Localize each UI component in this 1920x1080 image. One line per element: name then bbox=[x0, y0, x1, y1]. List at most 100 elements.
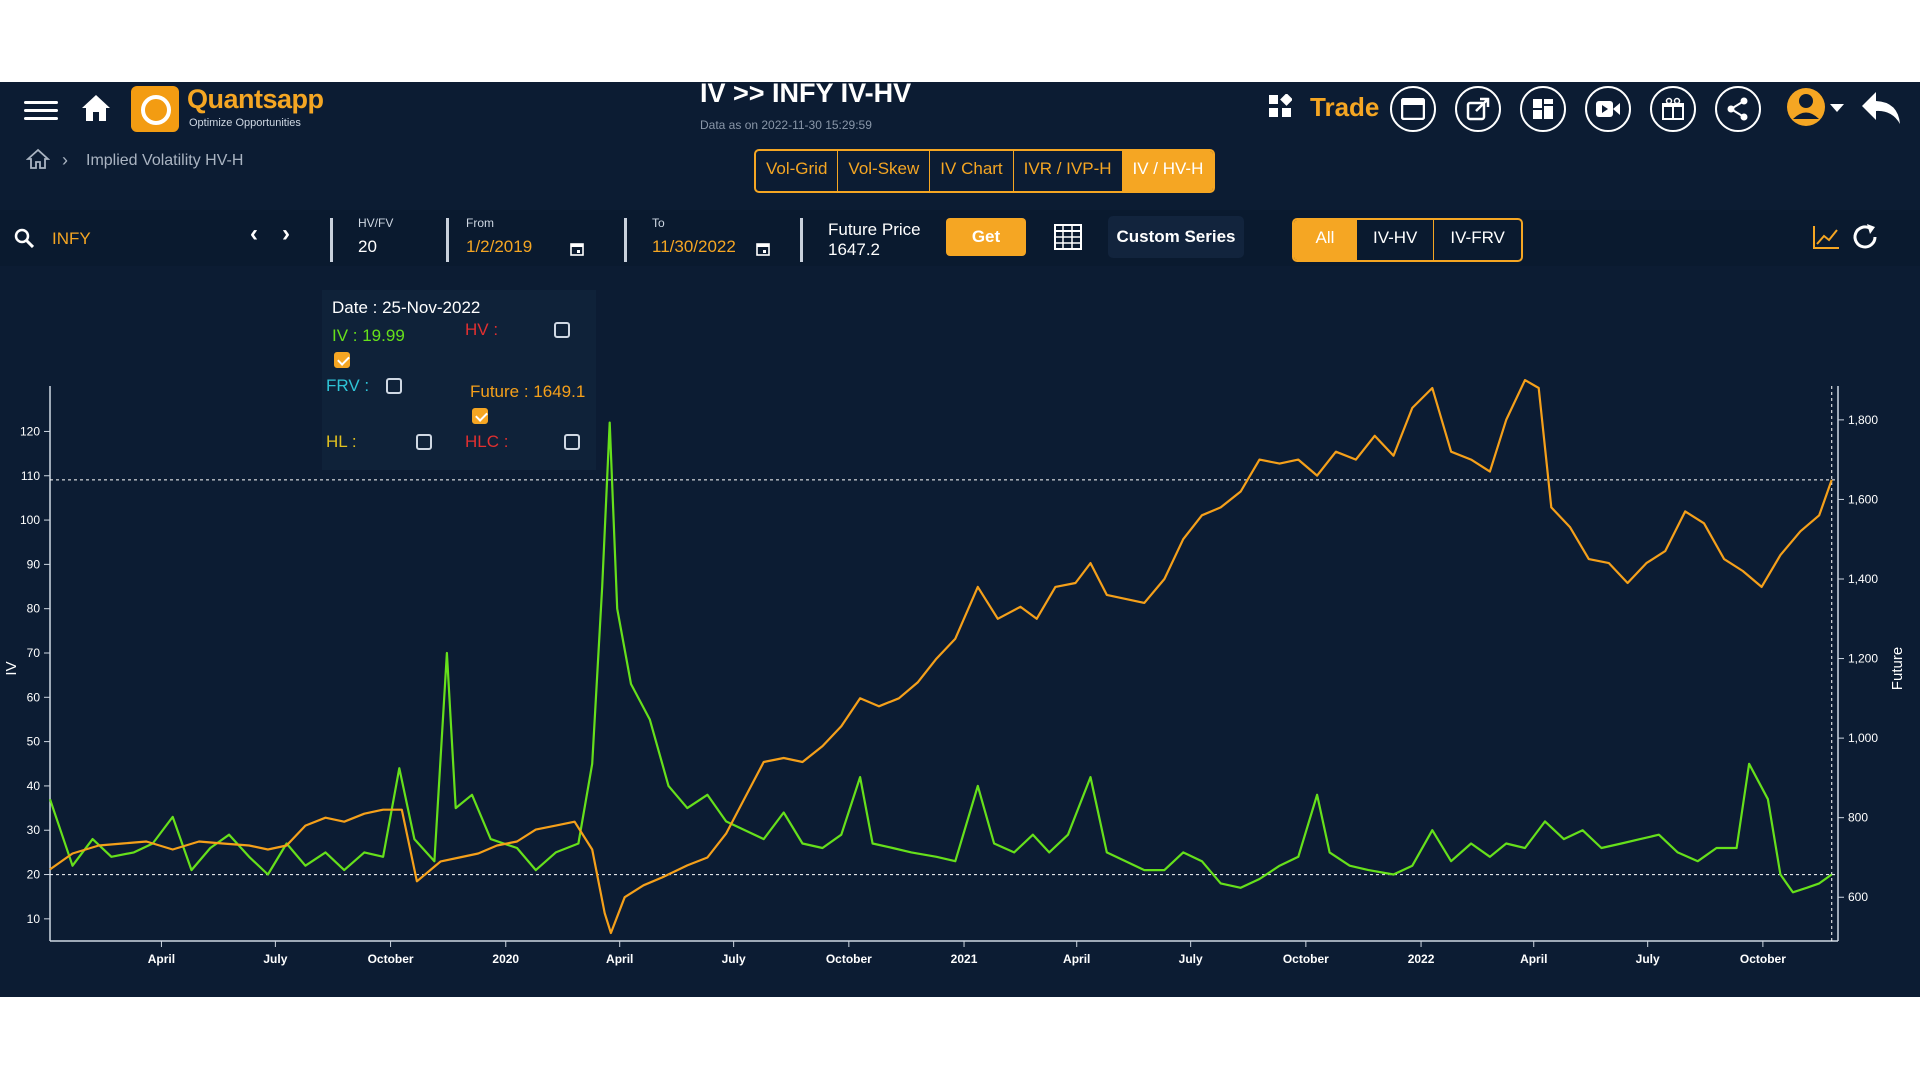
get-button[interactable]: Get bbox=[946, 218, 1026, 256]
future-price-label: Future Price bbox=[828, 220, 921, 239]
y-tick-label-left: 120 bbox=[20, 424, 40, 438]
y-tick-label-right: 1,400 bbox=[1848, 572, 1878, 586]
data-timestamp: Data as on 2022-11-30 15:29:59 bbox=[700, 118, 872, 132]
y-tick-label-right: 1,600 bbox=[1848, 492, 1878, 506]
back-arrow-icon[interactable] bbox=[1860, 88, 1902, 128]
tab-iv-hv-h[interactable]: IV / HV-H bbox=[1122, 151, 1214, 191]
hl-series-checkbox[interactable] bbox=[416, 434, 432, 450]
table-view-icon[interactable] bbox=[1054, 224, 1082, 250]
divider bbox=[800, 218, 803, 262]
to-date-input[interactable]: 11/30/2022 bbox=[652, 237, 736, 256]
filter-toolbar: ‹ › HV/FV 20 From 1/2/2019 To 11/30/2022… bbox=[0, 210, 1920, 266]
hlc-series-checkbox[interactable] bbox=[564, 434, 580, 450]
tab-vol-skew[interactable]: Vol-Skew bbox=[838, 151, 931, 191]
series-line-iv bbox=[48, 421, 1833, 894]
future-series-checkbox[interactable] bbox=[472, 408, 488, 424]
custom-series-button[interactable]: Custom Series bbox=[1108, 216, 1244, 258]
divider bbox=[330, 218, 333, 262]
gift-button[interactable] bbox=[1650, 86, 1696, 132]
tab-ivr-ivp-h[interactable]: IVR / IVP-H bbox=[1014, 151, 1123, 191]
video-button[interactable] bbox=[1585, 86, 1631, 132]
dashboard-layout-icon bbox=[1533, 99, 1553, 119]
user-menu-caret-icon[interactable] bbox=[1830, 104, 1844, 112]
filter-iv-frv[interactable]: IV-FRV bbox=[1450, 228, 1505, 247]
layout-button[interactable] bbox=[1520, 86, 1566, 132]
tooltip-iv-label: IV : 19.99 bbox=[332, 326, 405, 345]
external-link-icon bbox=[1466, 97, 1490, 121]
hvfv-label: HV/FV bbox=[358, 216, 394, 230]
window-button[interactable] bbox=[1390, 86, 1436, 132]
trend-chart-icon[interactable] bbox=[1812, 224, 1840, 250]
y-tick-label-right: 1,000 bbox=[1848, 731, 1878, 745]
share-icon bbox=[1727, 97, 1748, 121]
y-tick-label-right: 1,800 bbox=[1848, 413, 1878, 427]
breadcrumb-chevron-icon: › bbox=[62, 150, 68, 170]
y-tick-label-right: 600 bbox=[1848, 890, 1868, 904]
window-icon bbox=[1401, 98, 1425, 120]
chart-series bbox=[48, 378, 1833, 935]
x-tick-label: April bbox=[1520, 952, 1547, 966]
x-tick-label: July bbox=[1179, 952, 1203, 966]
search-icon bbox=[14, 228, 34, 248]
iv-series-checkbox[interactable] bbox=[334, 352, 350, 368]
breadcrumb-home-icon[interactable] bbox=[26, 148, 50, 170]
prev-symbol-chevron-icon[interactable]: ‹ bbox=[250, 220, 258, 247]
calendar-icon[interactable] bbox=[756, 242, 770, 256]
tooltip-date: Date : 25-Nov-2022 bbox=[332, 298, 481, 317]
x-tick-label: 2021 bbox=[951, 952, 978, 966]
tab-vol-grid[interactable]: Vol-Grid bbox=[756, 151, 839, 191]
y-tick-label-left: 20 bbox=[27, 868, 41, 882]
symbol-search-input[interactable] bbox=[50, 220, 234, 258]
hv-series-checkbox[interactable] bbox=[554, 322, 570, 338]
y-tick-label-left: 10 bbox=[27, 912, 41, 926]
series-line-future bbox=[49, 378, 1833, 935]
x-tick-label: 2020 bbox=[492, 952, 519, 966]
future-price-value: 1647.2 bbox=[828, 240, 880, 259]
x-tick-label: April bbox=[606, 952, 633, 966]
tooltip-future-label: Future : 1649.1 bbox=[470, 382, 586, 401]
frv-series-checkbox[interactable] bbox=[386, 378, 402, 394]
home-icon[interactable] bbox=[80, 92, 112, 124]
y-tick-label-left: 50 bbox=[27, 735, 41, 749]
tooltip-hl-label: HL : bbox=[326, 432, 357, 451]
filter-iv-hv[interactable]: IV-HV bbox=[1357, 220, 1435, 260]
hamburger-menu-icon[interactable] bbox=[24, 96, 58, 122]
popout-button[interactable] bbox=[1455, 86, 1501, 132]
apps-grid-icon[interactable] bbox=[1268, 94, 1292, 118]
x-tick-label: October bbox=[368, 952, 414, 966]
user-avatar-icon[interactable] bbox=[1786, 86, 1826, 128]
next-symbol-chevron-icon[interactable]: › bbox=[282, 220, 290, 247]
y-tick-label-left: 40 bbox=[27, 779, 41, 793]
divider bbox=[446, 218, 449, 262]
tab-iv-chart[interactable]: IV Chart bbox=[930, 151, 1014, 191]
trade-link[interactable]: Trade bbox=[1310, 92, 1380, 122]
refresh-icon[interactable] bbox=[1850, 222, 1880, 252]
quantsapp-logo-icon bbox=[131, 86, 179, 132]
x-tick-label: 2022 bbox=[1408, 952, 1435, 966]
hvfv-input[interactable]: 20 bbox=[358, 237, 377, 256]
y-tick-label-left: 90 bbox=[27, 557, 41, 571]
gift-icon bbox=[1662, 97, 1684, 120]
y-tick-label-left: 80 bbox=[27, 602, 41, 616]
brand-tagline: Optimize Opportunities bbox=[189, 117, 301, 129]
x-tick-label: July bbox=[1636, 952, 1660, 966]
x-tick-label: April bbox=[148, 952, 175, 966]
y-tick-label-right: 800 bbox=[1848, 811, 1868, 825]
calendar-icon[interactable] bbox=[570, 242, 584, 256]
chart-axes: 10 20 30 40 50 60 70 80 90 100 110 120 600 800 1,000 1,… bbox=[3, 386, 1906, 966]
filter-all[interactable]: All bbox=[1294, 220, 1357, 260]
share-button[interactable] bbox=[1715, 86, 1761, 132]
from-date-input[interactable]: 1/2/2019 bbox=[466, 237, 533, 256]
iv-future-chart[interactable]: 10 20 30 40 50 60 70 80 90 100 110 120 600 800 1,000 1,… bbox=[0, 296, 1920, 996]
y-tick-label-left: 70 bbox=[27, 646, 41, 660]
x-tick-label: October bbox=[826, 952, 872, 966]
page-title: IV >> INFY IV-HV bbox=[700, 82, 912, 108]
x-tick-label: October bbox=[1283, 952, 1329, 966]
tooltip-frv-label: FRV : bbox=[326, 376, 370, 395]
y-tick-label-left: 100 bbox=[20, 513, 40, 527]
view-tabs: Vol-Grid Vol-Skew IV Chart IVR / IVP-H I… bbox=[754, 149, 1216, 193]
x-tick-label: April bbox=[1063, 952, 1090, 966]
y-tick-label-left: 110 bbox=[21, 469, 40, 483]
video-camera-icon bbox=[1596, 101, 1620, 117]
series-filter-group: All IV-HV IV-FRV bbox=[1292, 218, 1523, 262]
